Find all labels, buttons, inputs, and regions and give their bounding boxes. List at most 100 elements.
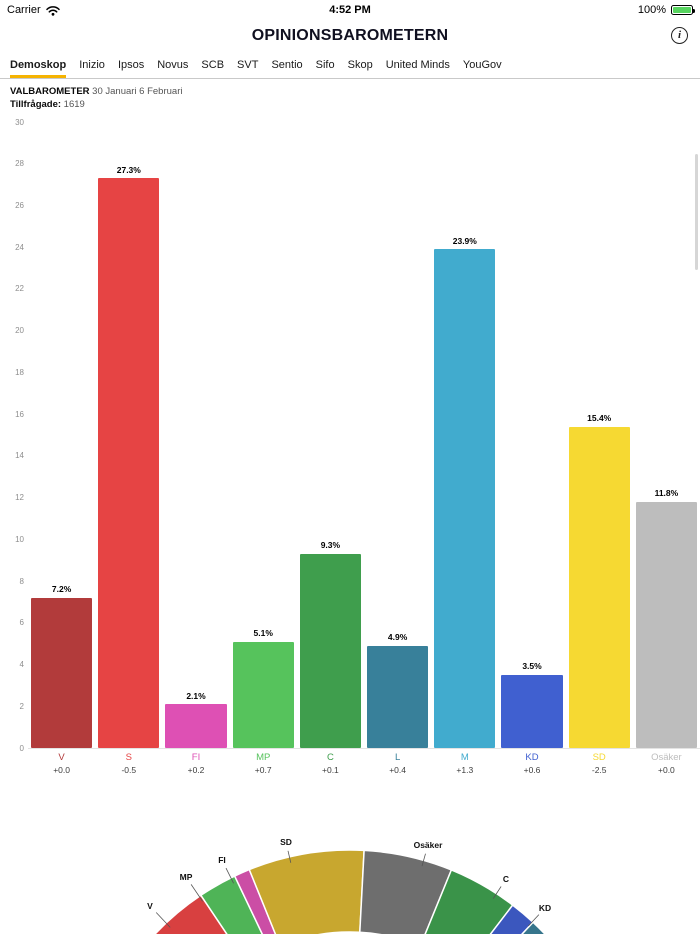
- x-axis-label-c: C: [326, 752, 334, 763]
- change-label: +0.0: [53, 764, 70, 775]
- title-bar: OPINIONSBAROMETERN i: [0, 20, 700, 52]
- arc-label-line: [190, 884, 203, 902]
- arc-label-line: [225, 867, 234, 884]
- poll-title-line: VALBAROMETER 30 Januari 6 Februari: [10, 86, 182, 99]
- status-clock: 4:52 PM: [329, 0, 371, 20]
- bar-c[interactable]: [299, 553, 361, 748]
- battery-fill: [673, 7, 691, 13]
- tab-novus[interactable]: Novus: [157, 58, 189, 71]
- wifi-icon: [45, 5, 60, 16]
- x-axis-label-s: S: [125, 752, 132, 763]
- bar-sd[interactable]: [568, 426, 630, 748]
- poll-sample-line: Tillfrågade: 1619: [10, 99, 182, 112]
- bar-m[interactable]: [434, 249, 496, 748]
- x-axis-label-v: V: [58, 752, 65, 763]
- y-axis-label: 18: [15, 367, 24, 377]
- y-axis-label: 16: [15, 409, 24, 419]
- change-label: +0.0: [658, 764, 675, 775]
- bar-value-label: 7.2%: [51, 584, 72, 595]
- change-label: -2.5: [591, 764, 607, 775]
- tab-bar: Demoskop Inizio Ipsos Novus SCB SVT Sentio Sifo…: [0, 52, 700, 79]
- parliament-arc-svg: V MP FI SD Osäker C KD: [147, 837, 558, 934]
- arc-label-mp: MP: [180, 872, 193, 882]
- bar-fi[interactable]: [165, 704, 227, 748]
- y-axis-label: 2: [19, 701, 24, 711]
- bar-value-label: 11.8%: [654, 488, 679, 499]
- tab-scb[interactable]: SCB: [201, 58, 225, 71]
- bar-mp[interactable]: [232, 641, 294, 748]
- bar-value-label: 15.4%: [587, 413, 612, 424]
- arc-label-line: [155, 912, 171, 928]
- change-label: +0.2: [187, 764, 205, 775]
- tab-svt[interactable]: SVT: [237, 58, 259, 71]
- bar-value-label: 9.3%: [320, 540, 341, 551]
- bar-kd[interactable]: [501, 674, 563, 748]
- tab-inizio[interactable]: Inizio: [79, 58, 105, 71]
- change-label: -0.5: [121, 764, 137, 775]
- seat-arc-segment-kd[interactable]: [463, 904, 535, 934]
- y-axis-label: 28: [15, 159, 24, 169]
- bar-value-label: 2.1%: [186, 690, 206, 701]
- y-axis-label: 20: [15, 326, 24, 336]
- seat-arc-segment-l[interactable]: [477, 921, 558, 934]
- seat-arc-segment-fi[interactable]: [233, 868, 280, 934]
- change-label: +0.1: [322, 764, 339, 775]
- arc-label-fi: FI: [218, 855, 226, 865]
- arc-label-sd: SD: [280, 837, 292, 847]
- tab-united-minds[interactable]: United Minds: [385, 58, 450, 71]
- x-axis-label-osäker: Osäker: [651, 752, 682, 763]
- arc-label-osäker: Osäker: [414, 840, 444, 850]
- change-label: +0.4: [389, 764, 406, 775]
- scroll-indicator[interactable]: [695, 154, 698, 270]
- arc-label-kd: KD: [539, 903, 551, 913]
- tab-sentio[interactable]: Sentio: [271, 58, 303, 71]
- y-axis-label: 10: [15, 534, 24, 544]
- bar-value-label: 4.9%: [387, 632, 408, 643]
- battery-percent: 100%: [637, 4, 666, 16]
- tab-ipsos[interactable]: Ipsos: [117, 58, 145, 71]
- tab-yougov[interactable]: YouGov: [462, 58, 502, 71]
- status-bar: Carrier 4:52 PM 100%: [0, 0, 700, 20]
- change-label: +0.6: [523, 764, 541, 775]
- seat-arc-segment-mp[interactable]: [199, 875, 270, 934]
- arc-label-line: [287, 850, 292, 863]
- poll-name: VALBAROMETER: [10, 86, 90, 97]
- bar-s[interactable]: [98, 178, 160, 748]
- status-left: Carrier: [7, 4, 60, 16]
- bar-l[interactable]: [367, 645, 429, 748]
- poll-info: VALBAROMETER 30 Januari 6 Februari Tillf…: [10, 86, 182, 111]
- parliament-chart: V MP FI SD Osäker C KD: [0, 830, 700, 934]
- tab-demoskop[interactable]: Demoskop: [10, 52, 67, 78]
- bar-osäker[interactable]: [635, 501, 697, 748]
- seat-arc-segment-c[interactable]: [420, 868, 514, 934]
- bar-value-label: 3.5%: [522, 661, 542, 672]
- x-axis-label-fi: FI: [191, 752, 201, 763]
- battery-nub: [693, 8, 695, 13]
- tab-skop[interactable]: Skop: [347, 58, 373, 71]
- info-button[interactable]: i: [671, 27, 688, 44]
- y-axis-label: 4: [19, 660, 24, 670]
- y-axis-label: 14: [15, 451, 24, 461]
- poll-period: 30 Januari 6 Februari: [92, 86, 183, 97]
- arc-label-line: [421, 853, 426, 867]
- bar-value-label: 23.9%: [452, 235, 477, 246]
- battery-icon: [671, 5, 695, 15]
- y-axis-label: 24: [15, 242, 24, 252]
- bar-v[interactable]: [31, 597, 93, 748]
- clock-text: 4:52 PM: [329, 4, 371, 16]
- change-label: +1.3: [456, 764, 474, 775]
- tab-sifo[interactable]: Sifo: [315, 58, 335, 71]
- y-axis-label: 12: [15, 493, 24, 503]
- asked-value: 1619: [63, 98, 85, 110]
- arc-label-v: V: [147, 901, 153, 911]
- y-axis-label: 22: [15, 284, 24, 294]
- x-axis-line: [28, 748, 700, 749]
- y-axis-label: 8: [19, 576, 24, 586]
- arc-label-line: [492, 886, 502, 899]
- bar-value-label: 27.3%: [116, 164, 141, 175]
- y-axis-label: 30: [15, 117, 24, 127]
- x-axis-label-l: L: [394, 752, 401, 763]
- arc-label-c: C: [503, 874, 509, 884]
